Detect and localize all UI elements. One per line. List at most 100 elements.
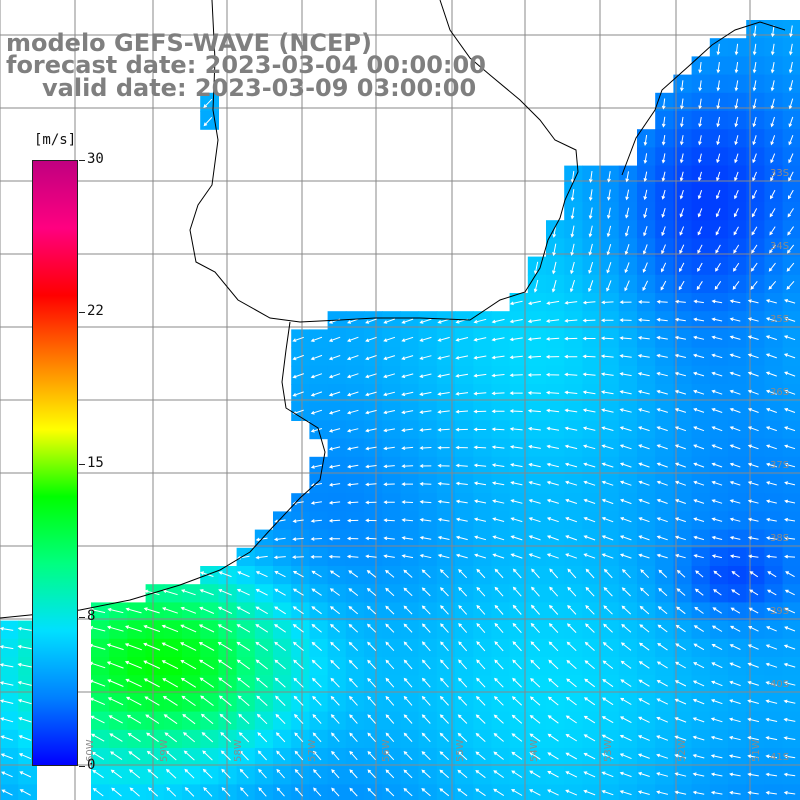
wind-arrow (674, 535, 686, 541)
longitude-label: 53W (603, 739, 614, 762)
wind-arrow (383, 336, 396, 342)
wind-arrow (552, 261, 557, 275)
wind-arrow (473, 427, 487, 432)
wind-arrow (401, 536, 414, 540)
wind-arrow (403, 750, 413, 761)
wind-arrow (510, 517, 523, 523)
wind-arrow (716, 153, 721, 164)
wind-arrow (674, 335, 686, 340)
wind-arrow (162, 696, 178, 706)
wind-arrow (564, 336, 578, 341)
wind-arrow (89, 608, 106, 614)
latitude-label: 41S (770, 752, 789, 763)
wind-arrow (365, 409, 377, 415)
wind-arrow (606, 243, 612, 256)
wind-arrow (643, 189, 648, 201)
wind-arrow (747, 662, 759, 668)
wind-arrow (674, 499, 686, 504)
wind-arrow (585, 623, 595, 633)
wind-arrow (588, 189, 593, 202)
wind-arrow (711, 408, 723, 413)
wind-arrow (624, 244, 630, 255)
wind-arrow (679, 135, 684, 146)
colorbar-unit: [m/s] (34, 132, 77, 148)
wind-arrow (509, 373, 523, 378)
wind-arrow (713, 589, 722, 596)
wind-arrow (457, 714, 468, 724)
wind-arrow (567, 568, 577, 579)
wind-arrow (729, 680, 741, 687)
wind-arrow (458, 641, 468, 652)
wind-arrow (493, 770, 504, 779)
wind-arrow (601, 426, 614, 431)
wind-arrow (330, 732, 340, 743)
wind-arrow (383, 518, 395, 523)
wind-arrow (530, 604, 540, 615)
wind-arrow (365, 446, 377, 451)
wind-arrow (419, 536, 432, 540)
wind-arrow (637, 318, 650, 322)
wind-arrow (328, 518, 341, 523)
wind-arrow (784, 462, 796, 468)
wind-arrow (676, 588, 686, 596)
wind-cell (109, 784, 128, 800)
wind-arrow (588, 225, 593, 238)
wind-arrow (729, 444, 741, 450)
wind-arrow (710, 717, 723, 723)
wind-arrow (657, 643, 668, 651)
wind-arrow (621, 587, 631, 597)
wind-arrow (385, 695, 395, 706)
wind-arrow (128, 769, 141, 779)
wind-arrow (565, 771, 578, 778)
wind-arrow (292, 373, 304, 379)
wind-cell (782, 784, 800, 800)
wind-arrow (548, 678, 559, 688)
wind-arrow (564, 426, 578, 431)
wind-arrow (747, 389, 759, 395)
wind-arrow (546, 444, 560, 449)
wind-arrow (656, 772, 669, 777)
wind-arrow (509, 355, 523, 360)
wind-arrow (585, 605, 595, 615)
wind-arrow (218, 589, 232, 596)
wind-cell (18, 784, 37, 800)
wind-arrow (530, 622, 540, 634)
wind-arrow (603, 623, 613, 633)
wind-arrow (656, 426, 668, 432)
wind-arrow (143, 642, 161, 651)
wind-cell (218, 784, 238, 800)
wind-arrow (458, 622, 468, 633)
wind-arrow (419, 373, 432, 378)
wind-arrow (692, 754, 705, 759)
colorbar-tick-mark (79, 464, 85, 465)
wind-arrow (548, 659, 559, 670)
wind-arrow (674, 480, 686, 486)
wind-arrow (367, 714, 376, 724)
wind-arrow (734, 135, 739, 146)
latitude-label: 37S (770, 460, 789, 471)
wind-arrow (383, 500, 395, 505)
wind-arrow (734, 190, 739, 200)
wind-arrow (419, 464, 432, 468)
wind-arrow (512, 586, 522, 597)
wind-cell (637, 784, 656, 800)
wind-arrow (401, 446, 414, 451)
wind-arrow (784, 626, 796, 632)
wind-arrow (564, 408, 578, 413)
wind-arrow (455, 409, 469, 414)
longitude-label: 57W (307, 739, 318, 762)
wind-arrow (403, 769, 413, 779)
wind-arrow (401, 464, 414, 469)
wind-arrow (437, 355, 450, 360)
wind-cell (400, 784, 420, 800)
wind-arrow (530, 641, 541, 652)
wind-arrow (310, 464, 323, 469)
wind-arrow (715, 190, 721, 200)
wind-arrow (711, 426, 723, 432)
wind-arrow (217, 624, 233, 633)
wind-arrow (509, 337, 523, 342)
wind-arrow (637, 336, 650, 340)
wind-arrow (107, 679, 124, 687)
wind-arrow (529, 733, 541, 742)
wind-arrow (674, 389, 687, 395)
